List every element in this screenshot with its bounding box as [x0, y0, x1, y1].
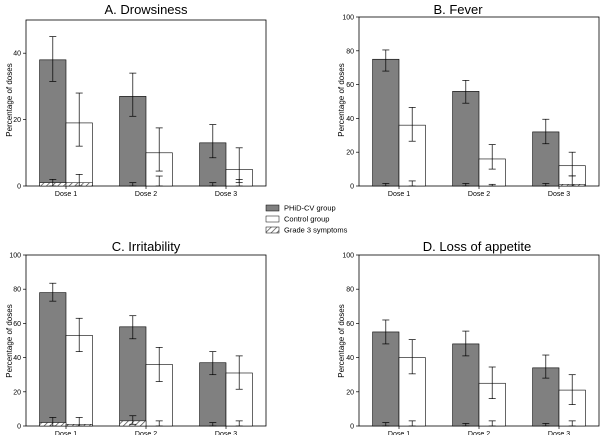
y-tick-label: 80 [13, 287, 21, 294]
bar-control [225, 372, 253, 427]
legend-swatch-phid [265, 204, 280, 212]
x-tick-label: Dose 2 [135, 191, 157, 198]
x-tick-label: Dose 1 [388, 431, 410, 435]
y-tick-label: 0 [350, 424, 354, 431]
x-tick-label: Dose 1 [388, 191, 410, 198]
y-tick-label: 20 [346, 150, 354, 157]
panel-irritability: C. Irritability Percentage of doses 0 20 4… [5, 239, 267, 435]
bar-phid [39, 292, 67, 427]
bar-phid [452, 343, 480, 427]
panel-title: C. Irritability [112, 239, 181, 254]
y-tick-label: 40 [13, 51, 21, 58]
y-tick-label: 100 [342, 253, 354, 260]
x-tick-label: Dose 2 [135, 431, 157, 435]
legend-swatch-grade3 [265, 226, 280, 234]
y-tick-label: 100 [342, 15, 354, 22]
panel-fever: B. Fever Percentage of doses 0 20 40 60 80 10… [337, 2, 600, 198]
panel-title: A. Drowsiness [104, 2, 188, 17]
y-axis-label: Percentage of doses [337, 63, 346, 136]
x-tick-label: Dose 2 [468, 191, 490, 198]
x-tick-label: Dose 2 [468, 431, 490, 435]
x-tick-label: Dose 1 [55, 431, 77, 435]
y-tick-label: 60 [346, 321, 354, 328]
panel-title: B. Fever [433, 2, 483, 17]
bar-phid [119, 326, 147, 427]
y-tick-label: 100 [9, 253, 21, 260]
y-tick-label: 80 [346, 287, 354, 294]
bar-phid [372, 58, 400, 187]
y-tick-label: 0 [350, 184, 354, 191]
y-tick-label: 40 [346, 355, 354, 362]
y-axis-label: Percentage of doses [5, 63, 14, 136]
y-tick-label: 0 [17, 424, 21, 431]
y-axis-label: Percentage of doses [337, 304, 346, 377]
y-tick-label: 0 [17, 184, 21, 191]
legend-label: PHiD-CV group [284, 204, 336, 213]
legend-swatch-control [265, 215, 280, 223]
panel-title: D. Loss of appetite [423, 239, 531, 254]
y-tick-label: 20 [346, 389, 354, 396]
y-tick-label: 20 [13, 117, 21, 124]
y-tick-label: 40 [13, 355, 21, 362]
x-tick-label: Dose 3 [215, 191, 237, 198]
y-tick-label: 80 [346, 48, 354, 55]
x-tick-label: Dose 1 [55, 191, 77, 198]
bar-phid [372, 331, 400, 427]
legend: PHiD-CV group Control group Grade 3 symp… [265, 204, 348, 235]
x-tick-label: Dose 3 [215, 431, 237, 435]
y-axis-label: Percentage of doses [5, 304, 14, 377]
y-tick-label: 60 [346, 82, 354, 89]
panel-loss-of-appetite: D. Loss of appetite Percentage of doses … [337, 239, 600, 435]
y-tick-label: 40 [346, 116, 354, 123]
legend-label: Control group [284, 215, 329, 224]
bar-phid [452, 91, 480, 187]
legend-label: Grade 3 symptoms [284, 226, 348, 235]
y-tick-label: 60 [13, 321, 21, 328]
x-tick-label: Dose 3 [548, 191, 570, 198]
y-tick-label: 20 [13, 389, 21, 396]
panel-drowsiness: A. Drowsiness Percentage of doses 0 20 40 D… [5, 2, 267, 198]
x-tick-label: Dose 3 [548, 431, 570, 435]
